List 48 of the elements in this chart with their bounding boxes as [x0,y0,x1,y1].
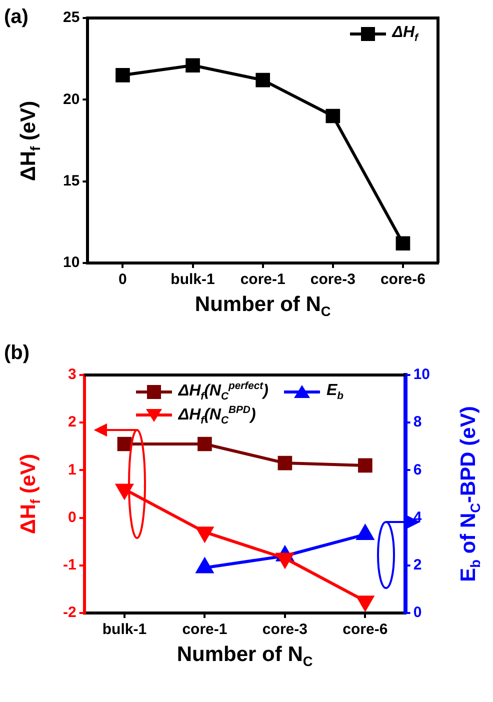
x-tick-label: core-6 [342,621,388,638]
y2-tick-label: 0 [413,604,422,622]
point [276,552,294,568]
y-tick-label: -1 [62,556,76,574]
x-tick-label: core-1 [182,621,228,638]
y-tick-label: 15 [62,172,80,190]
point [116,484,133,499]
point [116,68,130,82]
point [198,436,212,452]
y2-tick-label: 8 [413,414,422,431]
x-tick-label: core-3 [262,621,308,638]
text: (b) [4,342,30,365]
text: (a) [4,6,28,29]
y2-tick-label: 4 [413,508,422,526]
y-tick-label: 25 [62,9,80,26]
x-tick-label: core-3 [310,271,356,288]
y-tick-label: 0 [68,508,76,526]
x-tick-label: core-1 [240,271,286,288]
legend-label: ΔH$_{f}$(N$_{C}$$^{BPD}$) [178,404,256,426]
y2-tick-label: 10 [413,366,430,384]
x-axis-title: Number of N$_{C}$ [194,293,331,320]
y-tick-label: 10 [62,254,80,272]
point [356,596,374,611]
point [196,558,214,574]
y-tick-label: 1 [68,461,76,478]
point [278,456,292,470]
x-tick-label: bulk-1 [102,621,147,638]
x-axis-title: Number of N$_{C}$ [176,643,313,670]
point [358,458,372,473]
point [117,436,132,452]
y-tick-label: 2 [68,414,76,431]
legend-label: ΔH$_{f}$(N$_{C}$$^{perfect}$) [178,381,268,403]
point [356,524,374,540]
point [186,58,200,73]
point [396,236,410,251]
legend-label: E$_{b}$ [326,382,344,402]
y-tick-label: 3 [68,366,76,384]
legend-label: ΔH$_{f}$ [392,24,418,44]
y2-tick-label: 2 [413,556,422,574]
point [326,108,340,124]
y-tick-label: 20 [62,90,80,108]
point [256,72,270,88]
point [196,526,214,542]
x-tick-label: 0 [118,271,127,288]
x-tick-label: core-6 [380,271,426,288]
x-tick-label: bulk-1 [170,271,215,288]
y-tick-label: -2 [62,604,76,622]
y2-tick-label: 6 [413,461,422,478]
